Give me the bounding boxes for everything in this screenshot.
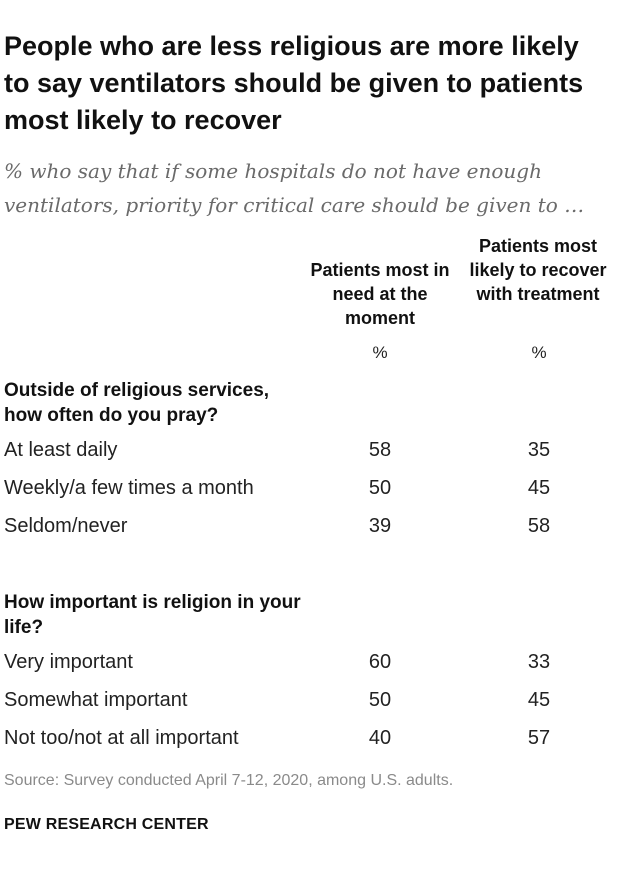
table-row: Not too/not at all important 40 57 [0,722,620,754]
value-likely-to-recover: 45 [527,477,551,499]
value-most-in-need: 50 [368,689,392,711]
value-most-in-need: 60 [368,651,392,673]
table-row: At least daily 58 35 [0,434,620,466]
brand-logo-text: PEW RESEARCH CENTER [4,816,209,833]
value-likely-to-recover: 57 [527,727,551,749]
value-most-in-need: 39 [368,515,392,537]
row-label: Seldom/never [4,515,128,537]
value-most-in-need: 40 [368,727,392,749]
source-note: Source: Survey conducted April 7-12, 202… [4,772,454,789]
chart-title: People who are less religious are more l… [4,31,584,135]
section-heading-religion-importance: How important is religion in your life? [4,592,301,638]
row-label: Not too/not at all important [4,727,239,749]
value-most-in-need: 50 [368,477,392,499]
column-header-likely-to-recover: Patients most likely to recover with tre… [469,236,607,304]
value-likely-to-recover: 33 [527,651,551,673]
table-row: Weekly/a few times a month 50 45 [0,472,620,504]
table-row: Very important 60 33 [0,646,620,678]
row-label: Very important [4,651,133,673]
column-unit-likely-to-recover: % [531,343,547,362]
table-row: Somewhat important 50 45 [0,684,620,716]
value-likely-to-recover: 45 [527,689,551,711]
value-likely-to-recover: 58 [527,515,551,537]
row-label: Weekly/a few times a month [4,477,254,499]
section-heading-prayer: Outside of religious services, how often… [4,380,270,426]
row-label: At least daily [4,439,118,461]
row-label: Somewhat important [4,689,188,711]
table-row: Seldom/never 39 58 [0,510,620,542]
column-unit-most-in-need: % [372,343,388,362]
value-most-in-need: 58 [368,439,392,461]
value-likely-to-recover: 35 [527,439,551,461]
chart-subtitle: % who say that if some hospitals do not … [4,159,585,217]
column-header-most-in-need: Patients most in need at the moment [310,260,450,328]
